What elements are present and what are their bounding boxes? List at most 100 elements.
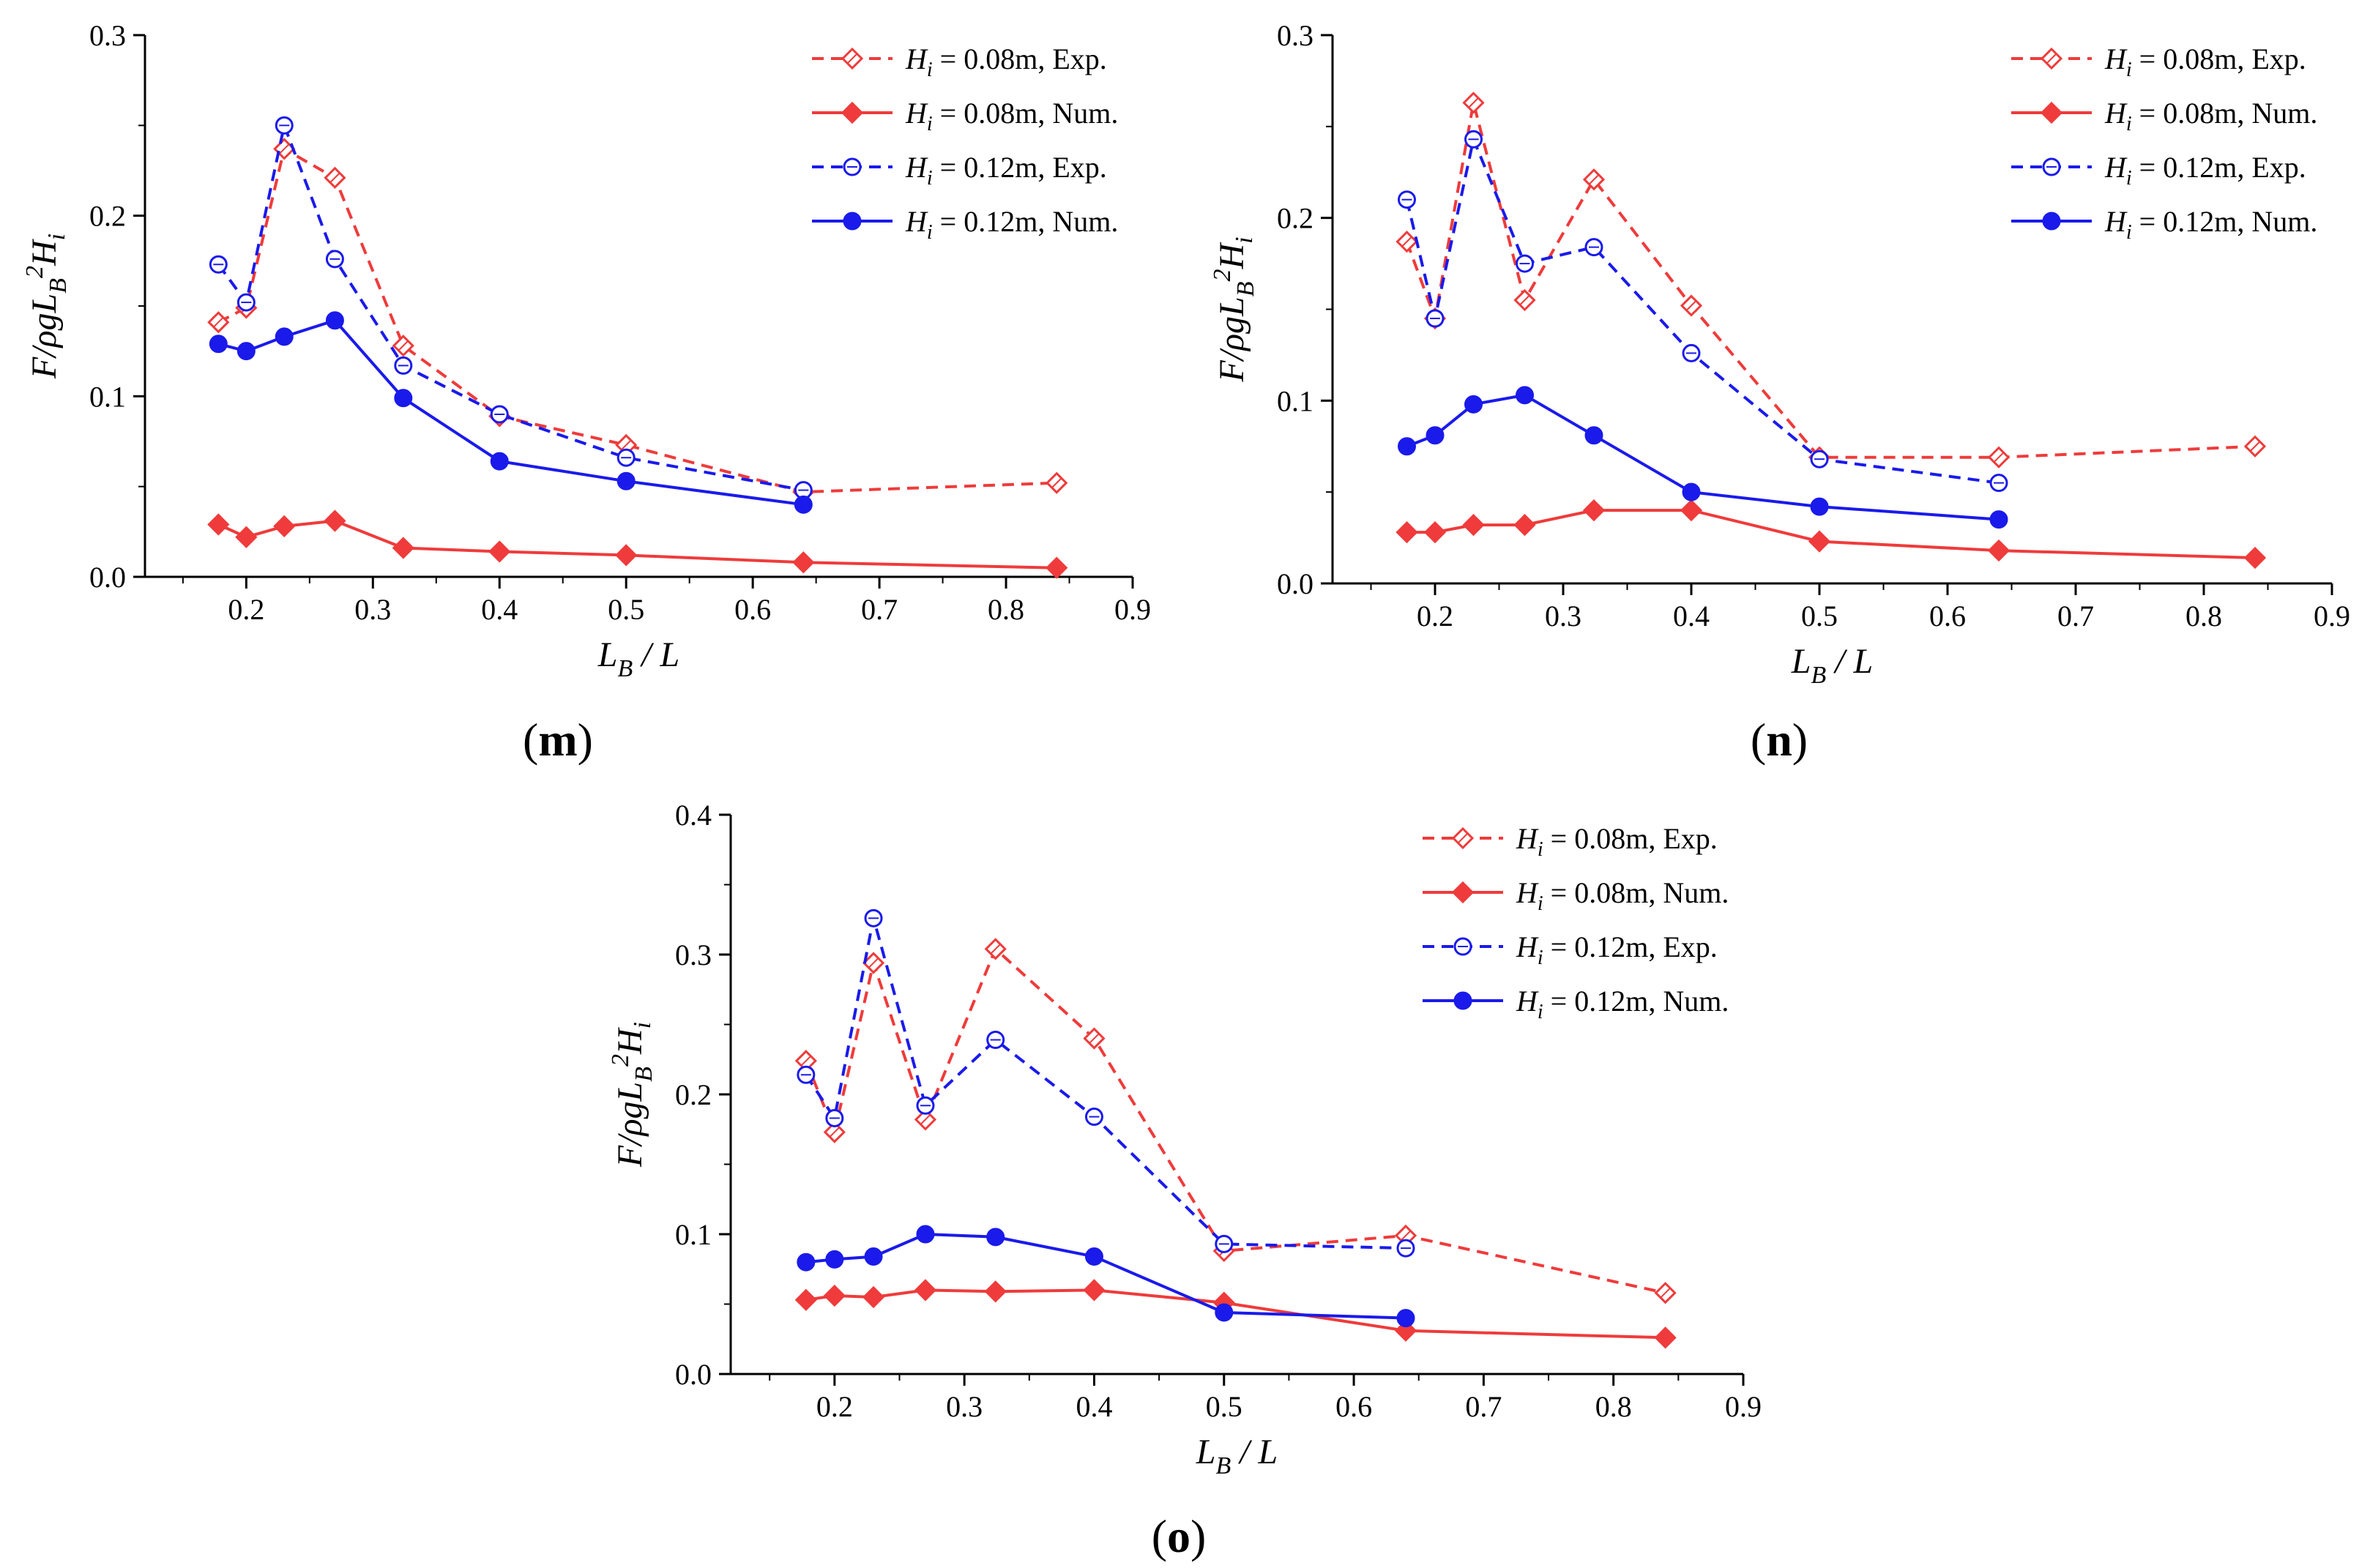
data-point-slash	[1467, 97, 1480, 109]
data-point	[1680, 499, 1703, 522]
data-point	[862, 1285, 885, 1309]
legend-label: Hi = 0.08m, Num.	[1516, 876, 1729, 915]
data-point	[797, 1252, 816, 1272]
x-axis-label: LB / L	[1196, 1433, 1278, 1479]
data-point	[1398, 437, 1416, 456]
data-point	[1395, 520, 1418, 544]
legend-entry: Hi = 0.12m, Exp.	[812, 151, 1107, 190]
legend-marker-slash	[846, 53, 858, 64]
legend-label: Hi = 0.12m, Exp.	[2104, 151, 2306, 190]
series-line	[1406, 509, 2256, 559]
legend-entry: Hi = 0.08m, Num.	[1423, 876, 1729, 915]
data-point	[2243, 546, 2267, 570]
legend-entry: Hi = 0.12m, Num.	[812, 205, 1118, 244]
x-tick-label: 0.3	[354, 593, 391, 626]
data-point-slash	[829, 1126, 841, 1138]
data-point-slash	[1518, 294, 1531, 306]
y-tick-label: 0.1	[675, 1218, 712, 1251]
data-point	[324, 509, 346, 532]
x-tick-label: 0.8	[2185, 600, 2222, 632]
y-tick-label: 0.2	[1277, 202, 1313, 235]
data-point-slash	[920, 1113, 931, 1126]
legend-entry: Hi = 0.08m, Exp.	[812, 42, 1107, 81]
data-point	[1654, 1326, 1677, 1349]
series-line	[805, 1232, 1406, 1320]
data-point	[986, 1228, 1005, 1247]
data-point	[1083, 1279, 1106, 1302]
y-tick-label: 0.2	[675, 1078, 712, 1111]
x-tick-label: 0.6	[1335, 1390, 1372, 1423]
data-point	[823, 1284, 846, 1307]
x-tick-label: 0.8	[988, 593, 1024, 626]
legend-label: Hi = 0.08m, Exp.	[1516, 822, 1718, 861]
legend-label: Hi = 0.12m, Num.	[2104, 205, 2317, 244]
legend-label: Hi = 0.12m, Exp.	[1516, 930, 1718, 969]
series-diamond-filled	[1395, 499, 2267, 570]
data-point-slash	[1993, 452, 2005, 463]
series-circle-open	[797, 908, 1415, 1258]
x-tick-label: 0.8	[1595, 1390, 1632, 1423]
data-point	[1046, 556, 1068, 579]
series-circle-open	[1398, 130, 2008, 493]
data-point	[1423, 520, 1447, 544]
data-point	[1582, 499, 1606, 522]
x-tick-label: 0.6	[734, 593, 771, 626]
data-point	[1987, 539, 2011, 562]
data-point	[325, 311, 344, 330]
series-circle-open	[209, 116, 813, 500]
series-line	[217, 146, 1057, 494]
legend-entry: Hi = 0.08m, Exp.	[2011, 42, 2306, 81]
y-tick-label: 0.0	[675, 1358, 712, 1391]
data-point-slash	[1088, 1032, 1100, 1045]
x-tick-label: 0.2	[816, 1390, 853, 1423]
data-point	[794, 495, 813, 514]
data-point	[1394, 1319, 1417, 1342]
x-tick-label: 0.6	[1929, 600, 1966, 632]
data-point	[914, 1279, 937, 1302]
legend-label: Hi = 0.12m, Exp.	[905, 151, 1107, 190]
legend-marker	[1451, 881, 1475, 904]
data-point	[1516, 386, 1534, 405]
y-tick-label: 0.4	[675, 799, 712, 832]
legend-entry: Hi = 0.08m, Num.	[2011, 97, 2317, 135]
data-point	[1682, 482, 1701, 501]
legend-entry: Hi = 0.08m, Exp.	[1423, 822, 1718, 861]
x-tick-label: 0.2	[1417, 600, 1453, 632]
panel-label: (o)	[1152, 1510, 1207, 1562]
x-tick-label: 0.9	[1725, 1390, 1762, 1423]
data-point-slash	[1051, 477, 1062, 489]
legend-marker	[2042, 212, 2061, 231]
legend-entry: Hi = 0.12m, Exp.	[2011, 151, 2306, 190]
data-point-slash	[1588, 173, 1600, 185]
data-point	[1464, 395, 1483, 414]
series-diamond-open	[794, 938, 1677, 1304]
legend-entry: Hi = 0.12m, Num.	[1423, 985, 1729, 1023]
data-point	[1513, 513, 1536, 537]
x-axis-label: LB / L	[597, 635, 680, 682]
series-line	[217, 519, 1057, 570]
data-point-slash	[868, 957, 879, 969]
data-point	[1462, 513, 1485, 537]
y-axis-label: F/ρgLB2Hi	[607, 1022, 657, 1168]
legend-label: Hi = 0.08m, Exp.	[905, 42, 1107, 81]
legend-marker	[1453, 991, 1472, 1010]
data-point	[1426, 426, 1445, 445]
x-tick-label: 0.5	[1801, 600, 1838, 632]
data-point	[984, 1280, 1007, 1303]
chart-panel-o: 0.2 0.3 0.4 0.5 0.6 0.7 0.8 0.9 0.0 0.1 0.2 0.3 0.4 L…	[607, 799, 1762, 1479]
y-axis-label: F/ρgLB2Hi	[1209, 236, 1259, 382]
data-point	[209, 335, 228, 354]
x-tick-label: 0.4	[1076, 1390, 1112, 1423]
panel-label: (n)	[1751, 714, 1808, 766]
data-point	[207, 513, 230, 536]
data-point	[792, 551, 815, 574]
data-point-slash	[329, 172, 341, 184]
series-diamond-open	[1395, 92, 2267, 468]
series-diamond-filled	[794, 1279, 1677, 1349]
data-point	[1808, 530, 1831, 553]
legend-entry: Hi = 0.12m, Num.	[2011, 205, 2317, 244]
y-tick-label: 0.2	[89, 200, 126, 233]
legend-entry: Hi = 0.08m, Num.	[812, 97, 1118, 135]
data-point-slash	[620, 439, 632, 451]
data-point-slash	[1659, 1287, 1672, 1299]
